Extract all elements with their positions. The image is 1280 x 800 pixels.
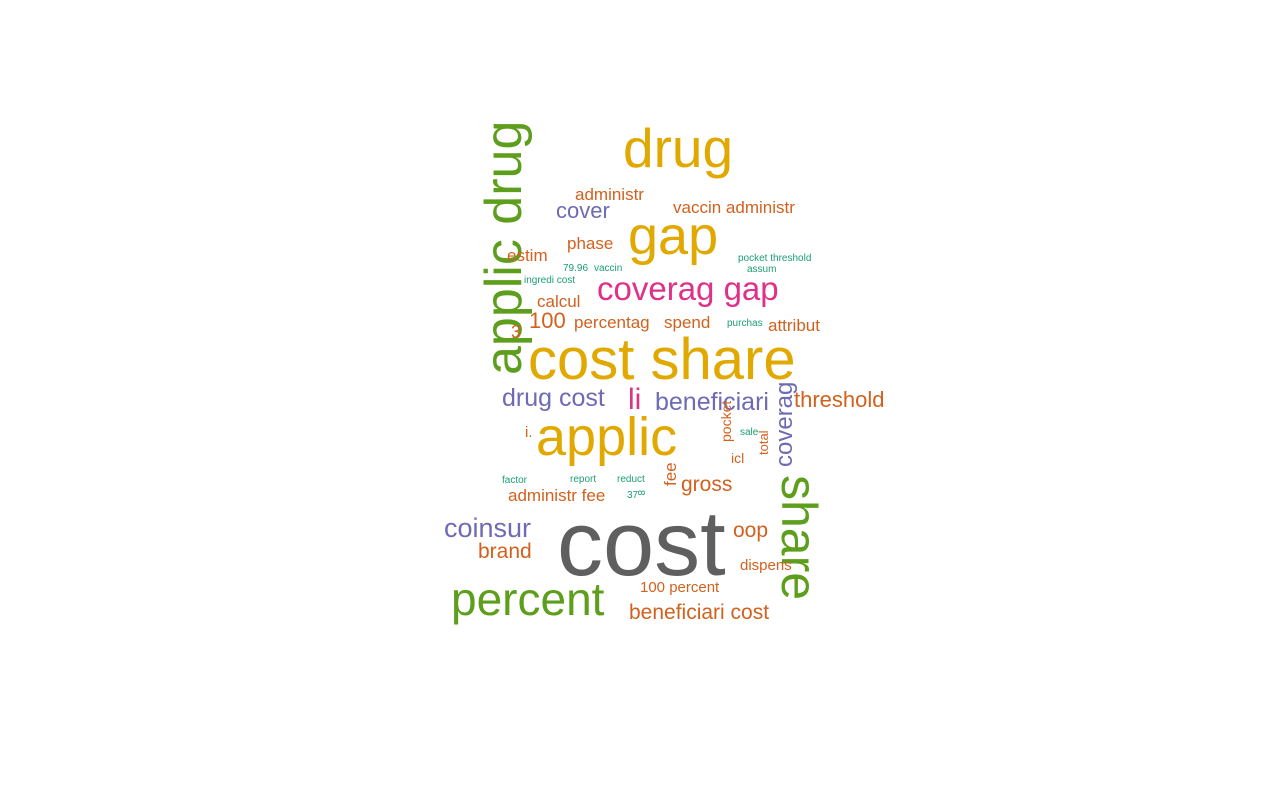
word-beneficiari: beneficiari <box>655 388 769 416</box>
word-applic: applic <box>536 407 678 467</box>
word-3: 3 <box>511 322 522 342</box>
word-gross: gross <box>681 473 733 496</box>
word-beneficiari-cost: beneficiari cost <box>629 601 770 624</box>
word-coinsur: coinsur <box>444 513 532 543</box>
word-ingredi-cost: ingredi cost <box>524 275 576 286</box>
word-pocket-threshold: pocket threshold <box>738 253 812 264</box>
word-100: 100 <box>529 308 566 333</box>
word-pocket: pocket <box>718 400 734 442</box>
word-purchas: purchas <box>727 318 763 329</box>
word-8: 8 <box>635 490 646 496</box>
word-administr: administr <box>575 185 644 204</box>
word-estim: estim <box>507 246 548 265</box>
word-sale: sale <box>740 427 759 438</box>
word-assum: assum <box>747 264 777 275</box>
word-li: li <box>628 383 642 416</box>
word-percent: percent <box>451 573 605 625</box>
word-calcul: calcul <box>537 292 581 311</box>
word-report: report <box>570 474 597 485</box>
word-37: 37 <box>627 490 639 501</box>
word-spend: spend <box>664 313 711 332</box>
word-phase: phase <box>567 234 614 253</box>
word-vaccin-administr: vaccin administr <box>673 198 795 217</box>
word-share: share <box>771 475 827 601</box>
word-reduct: reduct <box>617 474 645 485</box>
word-i: i. <box>525 424 533 441</box>
word-percentag: percentag <box>574 313 650 332</box>
word-vaccin: vaccin <box>594 263 623 274</box>
word-factor: factor <box>502 475 528 486</box>
word-attribut: attribut <box>768 316 820 335</box>
word-drug-cost: drug cost <box>502 384 605 412</box>
word-total: total <box>756 430 771 455</box>
word-cost-share: cost share <box>528 327 796 392</box>
word-icl: icl <box>731 450 745 466</box>
word-dispens: dispens <box>740 557 792 574</box>
word-drug: drug <box>623 117 734 179</box>
word-cover: cover <box>556 198 610 223</box>
word-79-96: 79.96 <box>563 263 589 274</box>
word-oop: oop <box>733 519 769 542</box>
word-administr-fee: administr fee <box>508 486 606 505</box>
word-fee: fee <box>661 462 680 486</box>
word-brand: brand <box>478 540 532 563</box>
word-threshold: threshold <box>794 387 885 412</box>
word-cost: cost <box>557 493 726 595</box>
word-gap: gap <box>628 206 719 266</box>
word-100-percent: 100 percent <box>640 579 720 596</box>
word-coverag-gap: coverag gap <box>597 270 779 307</box>
